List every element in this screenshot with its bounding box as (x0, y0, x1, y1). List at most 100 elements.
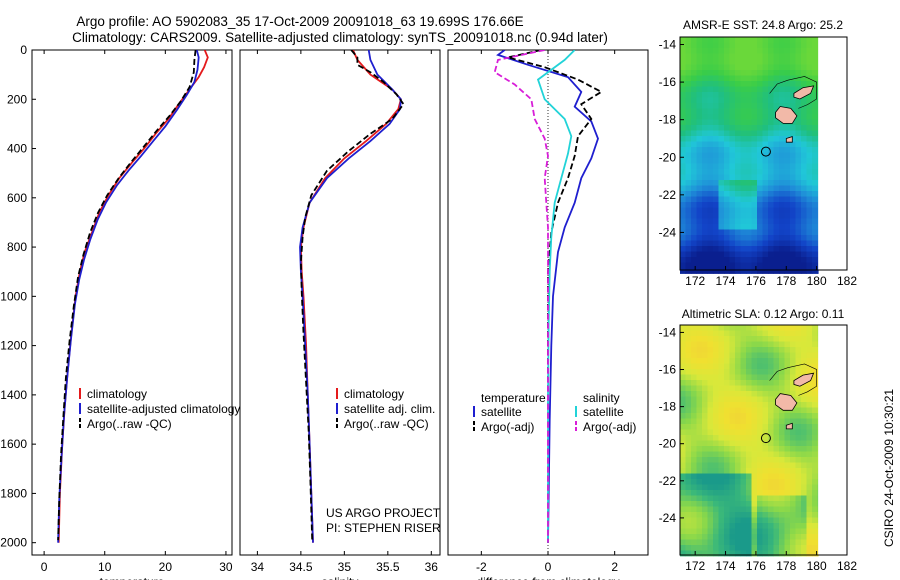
map-cell (707, 196, 714, 203)
map-cell (784, 141, 791, 148)
map-cell (724, 130, 730, 137)
map-y-tick-label: -14 (659, 325, 677, 339)
map-cell (790, 369, 796, 375)
map-cell (773, 218, 780, 225)
map-cell (680, 380, 686, 386)
map-cell (735, 59, 741, 65)
map-cell (691, 196, 697, 203)
map-cell (691, 152, 697, 159)
map-cell (795, 141, 802, 148)
map-cell (784, 468, 791, 474)
map-cell (735, 418, 741, 425)
map-cell (707, 440, 714, 447)
map-cell (801, 37, 807, 43)
map-cell (724, 169, 730, 175)
map-cell (713, 336, 719, 342)
map-cell (713, 358, 719, 364)
map-cell (696, 539, 703, 546)
map-cell (702, 86, 708, 93)
map-cell (806, 119, 813, 126)
map-cell (724, 347, 730, 353)
map-cell (691, 207, 697, 214)
map-cell (768, 152, 774, 159)
map-cell (757, 180, 763, 186)
map-cell (740, 246, 747, 252)
map-cell (812, 196, 818, 203)
map-cell (746, 257, 752, 263)
map-cell (746, 501, 752, 507)
map-cell (801, 191, 807, 197)
map-cell (735, 451, 741, 458)
map-cell (801, 48, 807, 54)
map-cell (751, 119, 758, 126)
map-cell (801, 158, 807, 164)
map-cell (746, 446, 752, 452)
map-cell (790, 391, 796, 397)
map-cell (707, 141, 714, 148)
map-cell (724, 174, 730, 181)
map-cell (773, 391, 780, 397)
map-cell (746, 435, 752, 441)
map-cell (757, 413, 763, 419)
map-cell (751, 163, 758, 170)
map-cell (685, 424, 692, 430)
map-cell (724, 202, 730, 208)
map-cell (806, 130, 813, 137)
map-cell (779, 70, 785, 76)
map-cell (812, 42, 818, 49)
map-cell (680, 262, 686, 269)
map-cell (795, 59, 802, 65)
map-cell (784, 229, 791, 236)
map-y-tick-label: -24 (659, 511, 677, 525)
map-cell (806, 246, 813, 252)
map-cell (779, 174, 785, 181)
map-cell (680, 418, 686, 425)
map-cell (795, 347, 802, 353)
map-cell (795, 369, 802, 375)
map-cell (817, 130, 819, 137)
map-cell (812, 229, 818, 236)
map-cell (702, 336, 708, 342)
map-cell (713, 59, 719, 65)
map-cell (762, 501, 769, 507)
map-cell (768, 235, 774, 241)
map-cell (784, 64, 791, 71)
annotation-line: PI: STEPHEN RISER (326, 521, 441, 535)
map-cell (757, 495, 763, 502)
map-cell (713, 130, 719, 137)
map-cell (784, 70, 791, 76)
map-cell (713, 213, 719, 219)
map-cell (806, 163, 813, 170)
map-cell (702, 462, 708, 469)
map-cell (784, 268, 791, 274)
map-cell (817, 473, 819, 480)
map-cell (735, 169, 741, 175)
map-cell (696, 196, 703, 203)
map-cell (707, 413, 714, 419)
map-cell (812, 224, 818, 230)
map-cell (773, 257, 780, 263)
map-cell (696, 147, 703, 153)
map-cell (801, 257, 807, 263)
map-cell (724, 495, 730, 502)
map-cell (757, 158, 763, 164)
map-cell (779, 169, 785, 175)
map-cell (707, 429, 714, 436)
map-cell (713, 141, 719, 148)
map-cell (729, 174, 736, 181)
map-cell (718, 207, 725, 214)
map-cell (757, 108, 763, 115)
map-cell (707, 336, 714, 342)
map-cell (735, 369, 741, 375)
map-cell (768, 75, 774, 82)
map-cell (729, 108, 736, 115)
map-cell (768, 257, 774, 263)
map-cell (735, 136, 741, 142)
map-cell (757, 202, 763, 208)
map-cell (757, 451, 763, 458)
map-cell (696, 429, 703, 436)
map-cell (801, 440, 807, 447)
map-cell (691, 268, 697, 274)
map-cell (795, 147, 802, 153)
x-tick-label: 36 (425, 560, 439, 574)
